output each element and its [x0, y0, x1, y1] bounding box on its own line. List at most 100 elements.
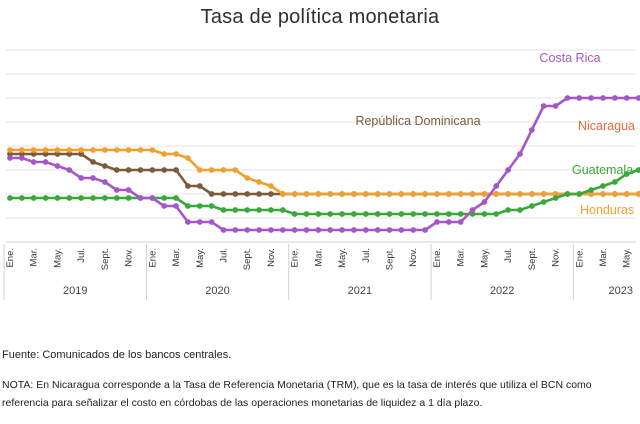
data-point [101, 147, 108, 153]
data-point [398, 211, 405, 217]
data-point [125, 147, 132, 153]
data-point [445, 191, 452, 197]
data-point [54, 151, 61, 157]
data-point [493, 211, 500, 217]
data-point [54, 163, 61, 169]
data-point [196, 167, 203, 173]
data-point [315, 227, 322, 233]
line-chart: Ene. Mar. May. Jul. Sept. Nov. Ene. Mar. May. Jul… [3, 49, 640, 300]
data-point [232, 227, 239, 233]
data-point [113, 187, 120, 193]
data-point [161, 203, 168, 209]
series-rep-blica-dominicana [7, 151, 640, 197]
data-point [528, 191, 535, 197]
data-point [315, 211, 322, 217]
series-line [10, 96, 640, 232]
data-point [208, 203, 215, 209]
data-point [291, 191, 298, 197]
data-point [528, 203, 535, 209]
data-point [635, 191, 640, 197]
x-tick-label: Mar. [313, 248, 324, 266]
data-point [351, 191, 357, 197]
data-point [137, 167, 144, 173]
data-point [410, 211, 417, 217]
series-guatemala [7, 167, 640, 217]
data-point [623, 171, 630, 177]
data-point [30, 151, 37, 157]
data-point [588, 95, 595, 101]
series-label: Guatemala [572, 163, 633, 177]
data-point [505, 191, 512, 197]
data-point [30, 195, 37, 201]
data-point [398, 191, 405, 197]
x-tick-label: Nov. [551, 248, 562, 267]
data-point [125, 195, 132, 201]
data-point [422, 191, 428, 197]
data-point [635, 95, 640, 101]
data-point [481, 191, 488, 197]
data-point [18, 155, 25, 161]
data-point [196, 183, 203, 189]
data-point [161, 151, 168, 157]
data-point [374, 227, 381, 233]
data-point [576, 191, 583, 197]
footnote: NOTA: En Nicaragua corresponde a la Tasa… [2, 379, 592, 409]
data-point [196, 203, 203, 209]
data-point [256, 227, 262, 233]
series-lines [7, 95, 640, 233]
data-point [232, 191, 239, 197]
data-point [54, 147, 61, 153]
data-point [185, 155, 191, 161]
data-point [481, 211, 488, 217]
data-point [303, 191, 310, 197]
data-point [611, 95, 618, 101]
data-point [469, 207, 476, 213]
data-point [623, 95, 630, 101]
data-point [256, 191, 262, 197]
data-point [493, 191, 500, 197]
data-point [7, 155, 13, 161]
series-label: Honduras [580, 203, 634, 217]
data-point [386, 211, 393, 217]
data-point [517, 191, 523, 197]
data-point [457, 191, 464, 197]
data-point [611, 179, 618, 185]
x-tick-label: Nov. [408, 248, 419, 267]
data-point [256, 207, 262, 213]
data-point [291, 227, 298, 233]
x-tick-label: May. [195, 248, 206, 268]
data-point [149, 195, 156, 201]
x-tick-label: May. [479, 248, 490, 268]
data-point [173, 151, 179, 157]
data-point [42, 159, 49, 165]
year-label: 2021 [348, 285, 372, 297]
data-point [600, 183, 606, 189]
x-tick-label: Sept. [100, 248, 111, 270]
data-point [66, 147, 73, 153]
data-point [528, 127, 535, 133]
data-point [7, 147, 13, 153]
data-point [635, 167, 640, 173]
x-tick-label: Jul. [76, 248, 87, 263]
data-point [113, 195, 120, 201]
data-point [362, 227, 369, 233]
data-point [552, 191, 559, 197]
series-line [10, 168, 640, 216]
x-tick-label: Sept. [385, 248, 396, 270]
data-point [42, 151, 49, 157]
data-point [351, 211, 357, 217]
data-point [185, 203, 191, 209]
data-point [362, 191, 369, 197]
data-point [279, 191, 286, 197]
data-point [232, 167, 239, 173]
data-point [422, 227, 428, 233]
data-point [66, 167, 73, 173]
chart-title: Tasa de política monetaria [200, 6, 440, 28]
series-line [10, 148, 640, 196]
data-point [588, 187, 595, 193]
data-point [220, 207, 227, 213]
data-point [185, 183, 191, 189]
data-point [7, 151, 13, 157]
x-tick-label: Ene. [290, 248, 301, 268]
data-point [410, 227, 417, 233]
